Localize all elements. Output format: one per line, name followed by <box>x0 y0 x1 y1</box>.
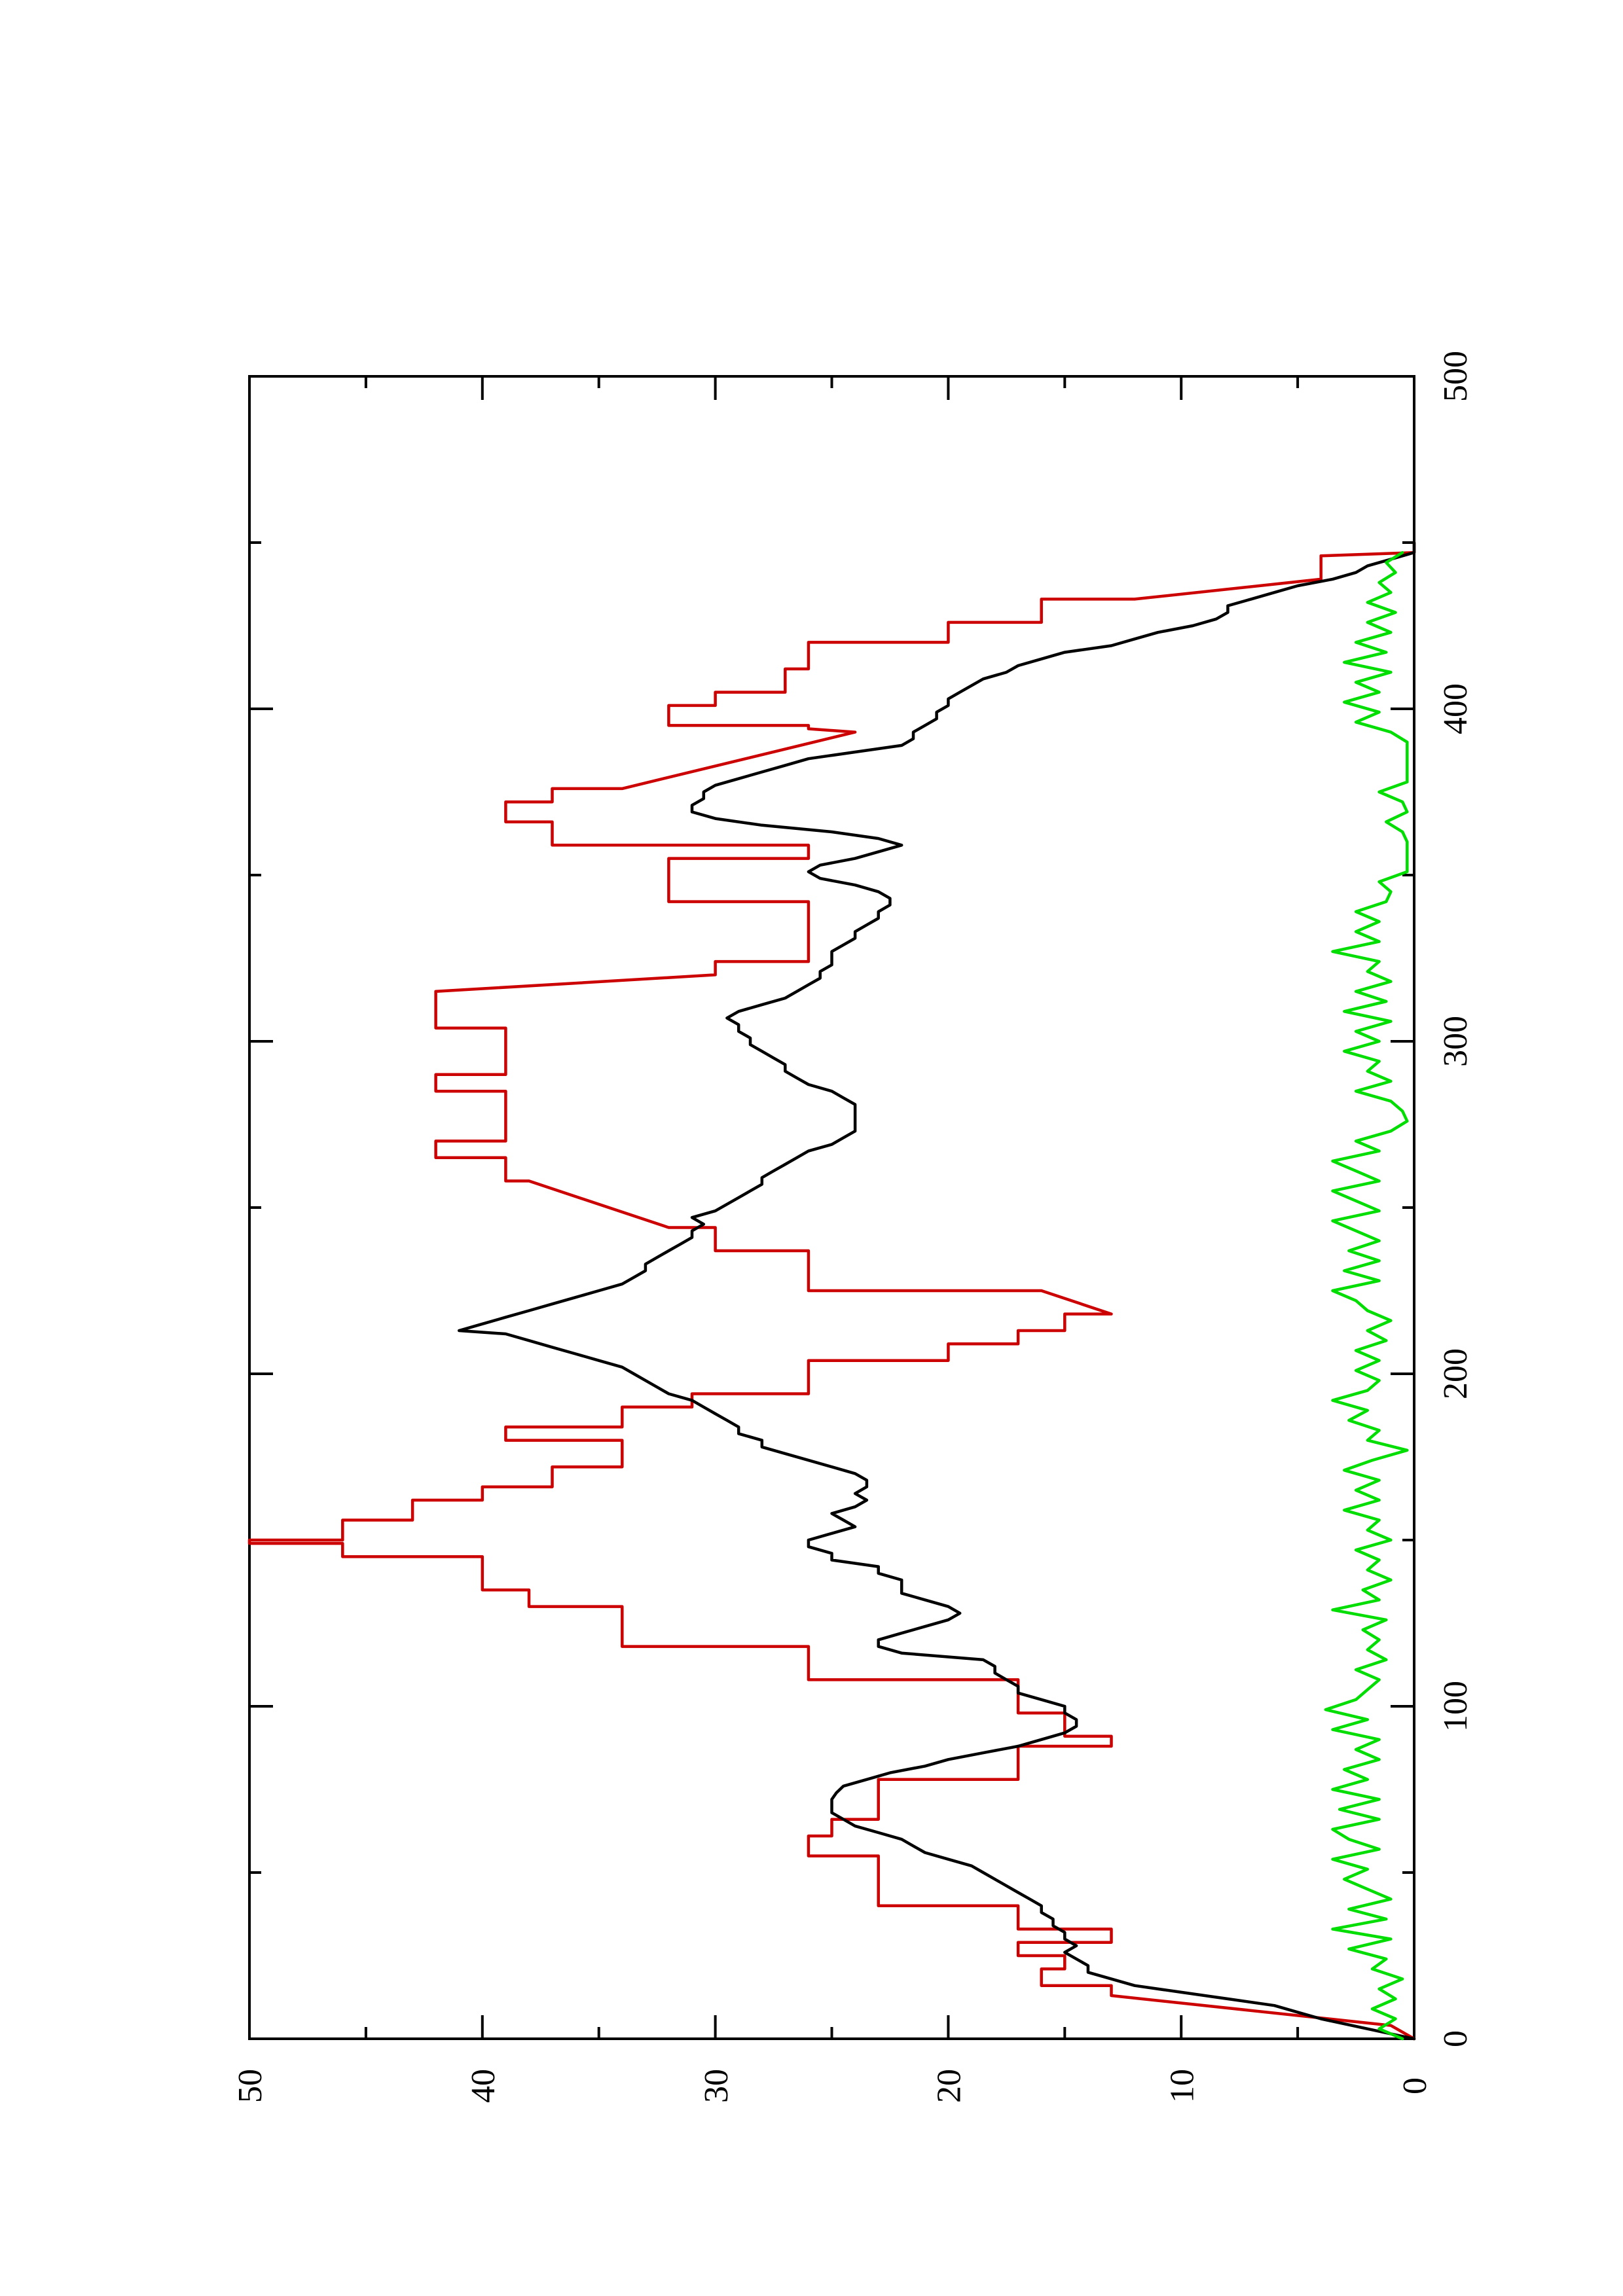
x-tick-label: 400 <box>1437 683 1474 734</box>
y-tick-label: 50 <box>232 2069 269 2103</box>
y-tick-label: 30 <box>698 2069 735 2103</box>
ticks <box>248 375 1415 2040</box>
tick-labels: 0 100 200 300 400 500 0 10 20 30 40 50 <box>232 351 1474 2103</box>
y-tick-label: 0 <box>1396 2077 1434 2094</box>
x-tick-label: 300 <box>1437 1016 1474 1067</box>
series-line-1 <box>457 541 1416 2041</box>
x-tick-label: 0 <box>1437 2030 1474 2047</box>
y-tick-label: 10 <box>1163 2069 1201 2103</box>
y-tick-label: 40 <box>465 2069 502 2103</box>
x-tick-label: 100 <box>1437 1681 1474 1732</box>
x-tick-label: 500 <box>1437 351 1474 402</box>
x-tick-label: 200 <box>1437 1348 1474 1399</box>
series-line-2 <box>1324 550 1409 2041</box>
plot-frame <box>248 375 1415 2040</box>
y-tick-label: 20 <box>931 2069 968 2103</box>
series-line-0 <box>247 541 1416 2041</box>
series <box>247 541 1416 2041</box>
